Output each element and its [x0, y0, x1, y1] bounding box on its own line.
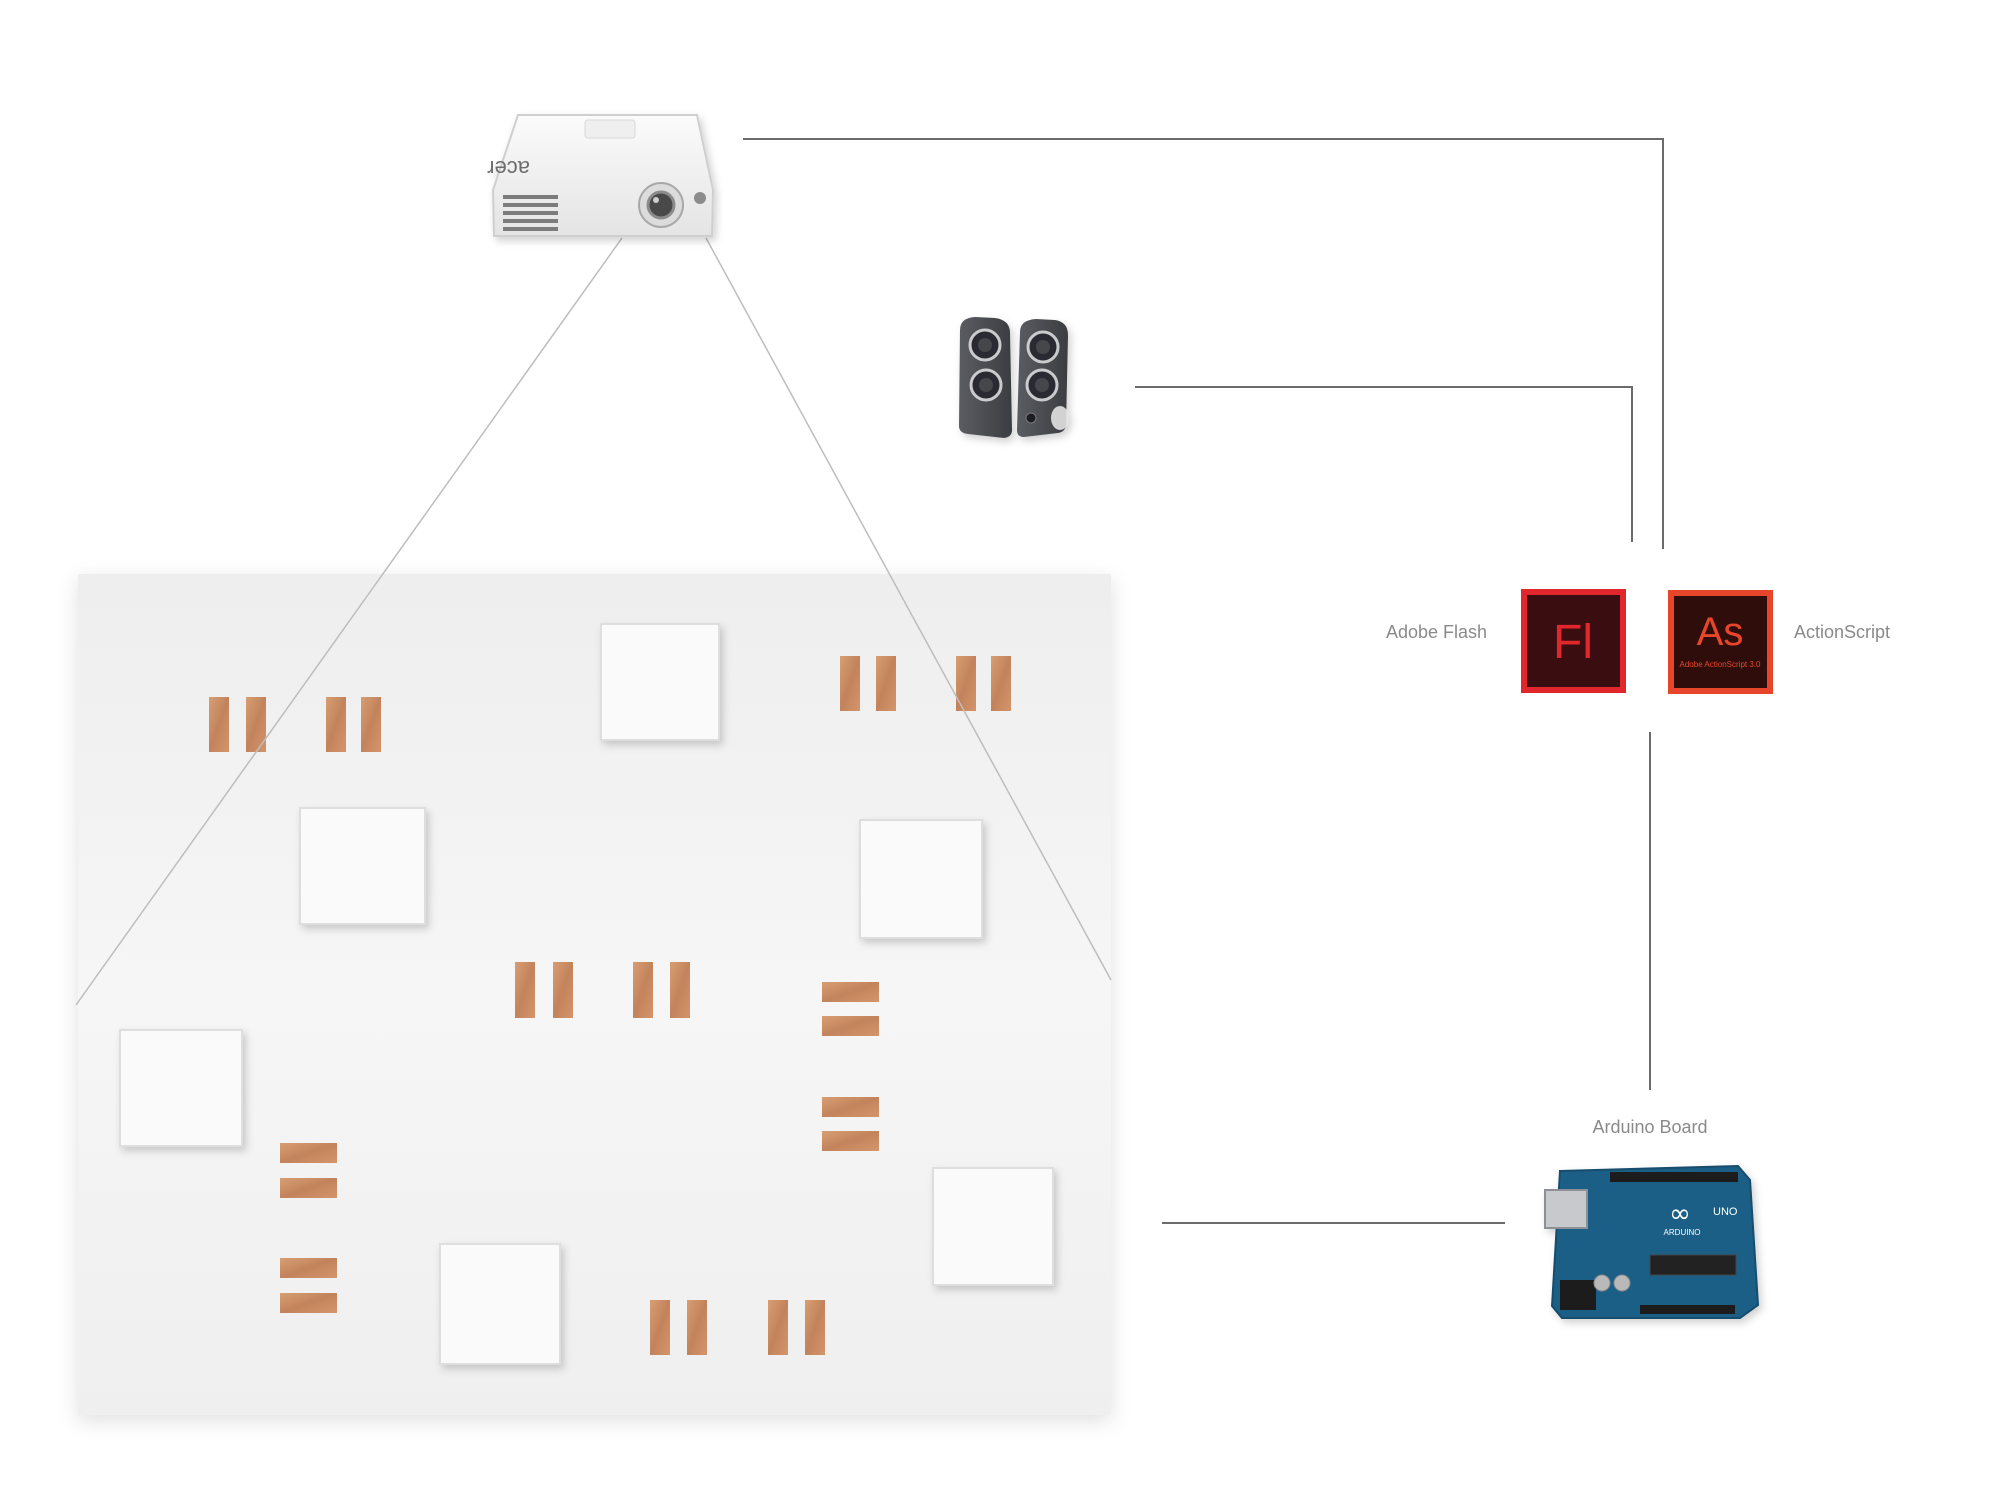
projection-beam-right: [705, 237, 1112, 981]
arduino-board-label: Arduino Board: [1592, 1117, 1707, 1137]
copper-tape: [805, 1300, 825, 1355]
copper-tape: [822, 1016, 879, 1036]
projection-beam-left: [75, 237, 623, 1006]
projector-lens-glint: [653, 197, 659, 203]
arduino-board: ∞ ARDUINO UNO: [1544, 1164, 1760, 1319]
arduino-infinity-logo: ∞: [1669, 1199, 1691, 1229]
arduino-brand: ARDUINO: [1664, 1228, 1701, 1237]
copper-tape: [876, 656, 896, 711]
copper-tape-contacts: [209, 656, 1011, 1355]
copper-tape: [280, 1143, 337, 1163]
microcontroller-chip: [1649, 1254, 1737, 1276]
block-3: [859, 819, 983, 939]
connection-lines: [743, 138, 1664, 1224]
capacitor: [1613, 1274, 1631, 1292]
copper-tape: [633, 962, 653, 1018]
blocks: [119, 623, 1054, 1365]
copper-tape: [956, 656, 976, 711]
flash-glyph: Fl: [1553, 616, 1593, 669]
copper-tape: [822, 1097, 879, 1117]
usb-connector: [1544, 1189, 1588, 1229]
speaker-left: [959, 317, 1012, 438]
projector-brand: acer: [487, 156, 530, 181]
actionscript-label: ActionScript: [1794, 622, 1890, 642]
touch-board: [78, 574, 1111, 1415]
projector-vents: [503, 195, 558, 231]
projector-power-button: [694, 192, 706, 204]
actionscript-glyph: As: [1697, 610, 1744, 654]
copper-tape: [991, 656, 1011, 711]
digital-headers: [1610, 1172, 1738, 1182]
copper-tape: [553, 962, 573, 1018]
adobe-flash-label: Adobe Flash: [1386, 622, 1487, 642]
block-1: [600, 623, 720, 741]
actionscript-subtitle: Adobe ActionScript 3.0: [1680, 660, 1761, 669]
speakers: [959, 317, 1069, 438]
block-6: [932, 1167, 1054, 1286]
projection-beam: [75, 237, 1112, 1006]
copper-tape: [246, 697, 266, 752]
copper-tape: [361, 697, 381, 752]
arduino-model: UNO: [1713, 1206, 1738, 1218]
copper-tape: [840, 656, 860, 711]
copper-tape: [280, 1258, 337, 1278]
copper-tape: [687, 1300, 707, 1355]
copper-tape: [822, 982, 879, 1002]
speaker-stand: [1051, 406, 1069, 430]
copper-tape: [209, 697, 229, 752]
projector-top-panel: [584, 119, 636, 139]
copper-tape: [326, 697, 346, 752]
copper-tape: [280, 1178, 337, 1198]
analog-headers: [1640, 1305, 1735, 1314]
speaker-connection-line: [1135, 386, 1633, 542]
capacitor: [1593, 1274, 1611, 1292]
actionscript-icon: As Adobe ActionScript 3.0: [1668, 590, 1773, 694]
projector-lens: [646, 190, 676, 220]
power-jack: [1560, 1280, 1596, 1310]
copper-tape: [822, 1131, 879, 1151]
copper-tape: [280, 1293, 337, 1313]
copper-tape: [650, 1300, 670, 1355]
copper-tape: [670, 962, 690, 1018]
adobe-flash-icon: Fl: [1521, 589, 1626, 693]
speaker-right: [1017, 319, 1068, 437]
block-5: [439, 1243, 561, 1365]
block-4: [119, 1029, 243, 1147]
block-2: [299, 807, 426, 925]
speaker-volume-knob: [1025, 412, 1037, 424]
copper-tape: [515, 962, 535, 1018]
projector: acer: [487, 114, 715, 237]
projector-connection-line: [743, 138, 1664, 549]
copper-tape: [768, 1300, 788, 1355]
